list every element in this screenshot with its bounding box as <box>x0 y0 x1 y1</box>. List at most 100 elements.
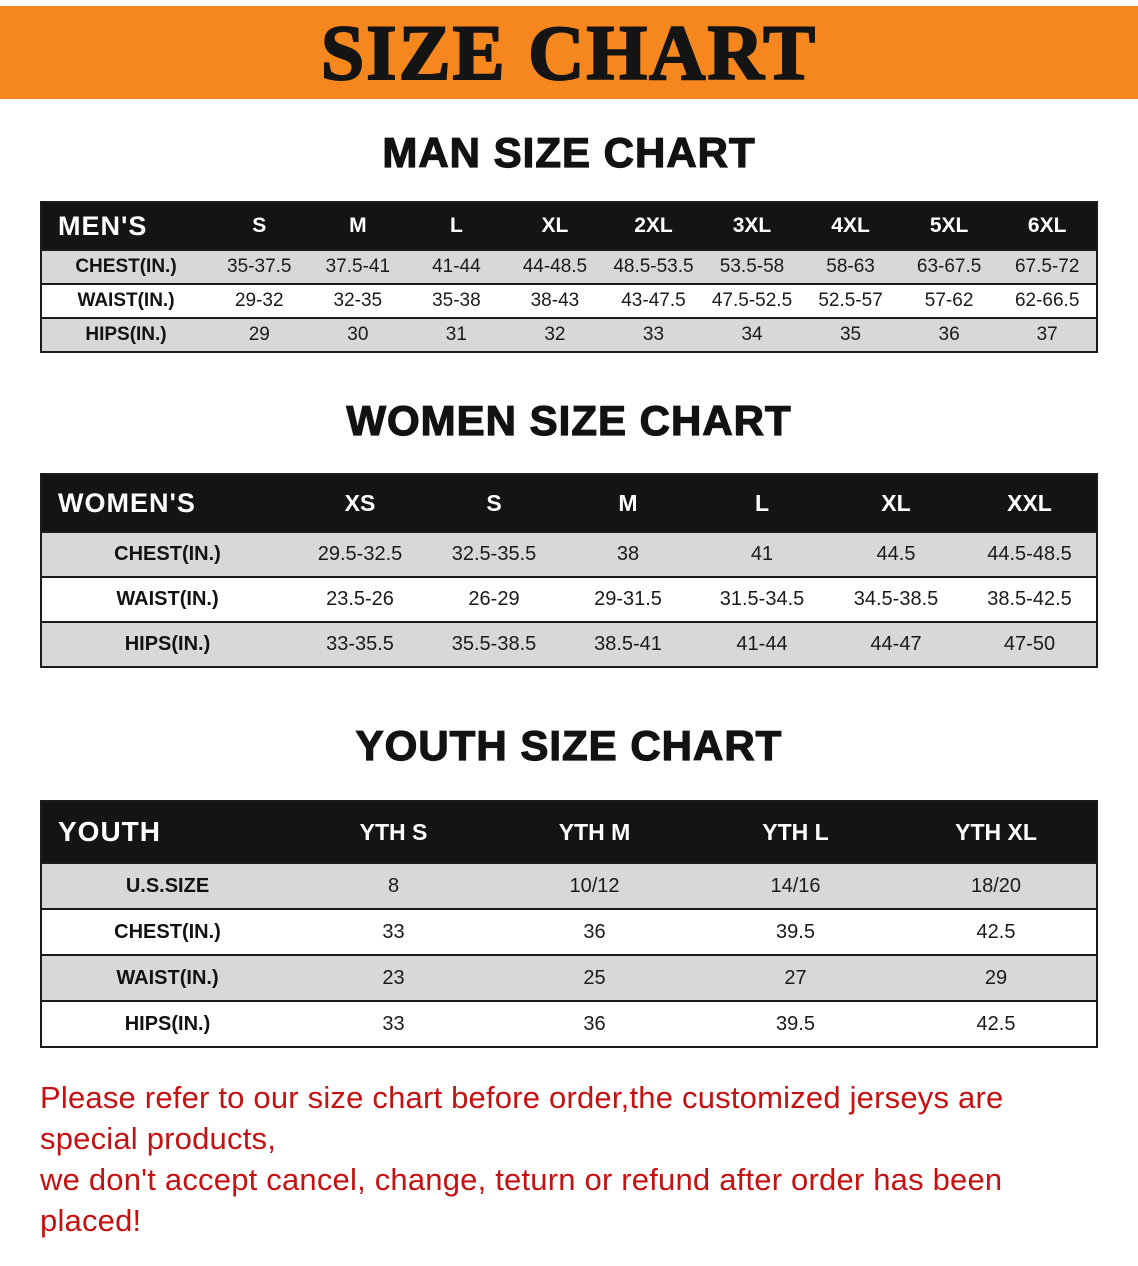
measurement-row: HIPS(IN.) 33-35.5 35.5-38.5 38.5-41 41-44 44-… <box>41 622 1097 667</box>
size-header-cell: YTH M <box>494 801 695 863</box>
value-cell: 14/16 <box>770 874 821 897</box>
row-label-cell: CHEST(IN.) <box>114 920 221 943</box>
value-cell: 33 <box>642 324 665 345</box>
value-cell: 29 <box>248 324 270 345</box>
value-cell: 29-31.5 <box>594 588 662 610</box>
value-cell: 38.5-42.5 <box>987 588 1072 610</box>
value-cell: 63-67.5 <box>916 256 982 277</box>
measurement-row: CHEST(IN.) 33 36 39.5 42.5 <box>41 909 1097 955</box>
disclaimer-line-2: we don't accept cancel, change, teturn o… <box>40 1161 1003 1238</box>
row-label-cell: WAIST(IN.) <box>116 966 219 989</box>
women-section-heading: WOMEN SIZE CHART <box>346 396 792 444</box>
disclaimer-line-1: Please refer to our size chart before or… <box>40 1080 1004 1156</box>
value-cell: 25 <box>583 966 606 989</box>
section-youth: YOUTH SIZE CHART YOUTH YTH S YTH M YTH L YTH… <box>0 721 1138 1048</box>
value-cell: 33 <box>382 920 405 943</box>
row-label-cell: HIPS(IN.) <box>85 324 167 345</box>
disclaimer: Please refer to our size chart before or… <box>40 1078 1098 1242</box>
size-header-cell: 3XL <box>702 202 802 250</box>
size-header-cell: S <box>210 202 309 250</box>
value-cell: 33 <box>382 1012 405 1035</box>
value-cell: 57-62 <box>924 290 974 311</box>
row-label-cell: U.S.SIZE <box>125 874 210 897</box>
header-row: MEN'S S M L XL 2XL 3XL 4XL 5XL 6XL <box>41 202 1097 250</box>
value-cell: 37.5-41 <box>325 256 391 277</box>
value-cell: 36 <box>938 324 960 345</box>
value-cell: 42.5 <box>976 920 1016 943</box>
size-header-cell: XS <box>293 474 427 532</box>
value-cell: 33-35.5 <box>326 633 394 655</box>
value-cell: 41-44 <box>432 256 481 277</box>
men-size-table: MEN'S S M L XL 2XL 3XL 4XL 5XL 6XL CHEST(IN.) 35-37… <box>40 201 1098 353</box>
row-label-cell: CHEST(IN.) <box>75 256 177 277</box>
size-header-cell: 5XL <box>899 202 999 250</box>
value-cell: 44-48.5 <box>522 256 588 277</box>
section-women: WOMEN SIZE CHART WOMEN'S XS S M L XL XXL CHEST(… <box>0 396 1138 668</box>
header-row: YOUTH YTH S YTH M YTH L YTH XL <box>41 801 1097 863</box>
row-label-cell: WAIST(IN.) <box>116 588 219 610</box>
size-header-cell: 4XL <box>801 202 900 250</box>
value-cell: 53.5-58 <box>719 256 785 277</box>
value-cell: 29-32 <box>234 290 284 311</box>
measurement-row: WAIST(IN.) 23.5-26 26-29 29-31.5 31.5-34.5 34… <box>41 577 1097 622</box>
value-cell: 29 <box>984 966 1008 989</box>
value-cell: 34 <box>741 324 763 345</box>
value-cell: 62-66.5 <box>1014 290 1080 311</box>
size-header-cell: M <box>561 474 695 532</box>
value-cell: 18/20 <box>970 874 1022 897</box>
size-header-cell: YTH XL <box>896 801 1097 863</box>
women-size-table: WOMEN'S XS S M L XL XXL CHEST(IN.) 29.5-32.5 32.5… <box>40 473 1098 668</box>
value-cell: 37 <box>1036 324 1058 345</box>
value-cell: 67.5-72 <box>1014 256 1080 277</box>
value-cell: 35 <box>839 324 862 345</box>
value-cell: 44-47 <box>870 633 922 655</box>
value-cell: 35.5-38.5 <box>451 633 537 655</box>
value-cell: 48.5-53.5 <box>613 256 694 277</box>
value-cell: 23.5-26 <box>326 588 394 610</box>
size-header-cell: S <box>427 474 561 532</box>
table-title-cell: YOUTH <box>41 801 293 863</box>
row-label-cell: CHEST(IN.) <box>114 543 221 565</box>
value-cell: 36 <box>583 920 606 943</box>
measurement-row: HIPS(IN.) 29 30 31 32 33 34 35 36 37 <box>41 318 1097 352</box>
value-cell: 44.5 <box>876 543 916 565</box>
value-cell: 31.5-34.5 <box>719 588 805 610</box>
measurement-row: U.S.SIZE 8 10/12 14/16 18/20 <box>41 863 1097 909</box>
measurement-row: WAIST(IN.) 29-32 32-35 35-38 38-43 43-47.5 47.… <box>41 284 1097 318</box>
value-cell: 27 <box>784 966 807 989</box>
size-header-cell: L <box>695 474 829 532</box>
value-cell: 43-47.5 <box>621 290 686 311</box>
value-cell: 29.5-32.5 <box>317 543 403 565</box>
measurement-row: CHEST(IN.) 29.5-32.5 32.5-35.5 38 41 44.5 44.5… <box>41 532 1097 577</box>
size-header-cell: L <box>407 202 506 250</box>
value-cell: 32 <box>544 324 566 345</box>
value-cell: 41 <box>750 543 774 565</box>
value-cell: 31 <box>445 324 467 345</box>
table-title-cell: WOMEN'S <box>41 474 293 532</box>
table-title-cell: MEN'S <box>41 202 210 250</box>
header-row: WOMEN'S XS S M L XL XXL <box>41 474 1097 532</box>
size-header-cell: XXL <box>963 474 1097 532</box>
value-cell: 30 <box>347 324 369 345</box>
value-cell: 42.5 <box>976 1012 1016 1035</box>
banner: SIZE CHART <box>0 6 1138 99</box>
value-cell: 39.5 <box>776 920 815 943</box>
row-label-cell: HIPS(IN.) <box>124 633 211 655</box>
size-header-cell: 2XL <box>604 202 703 250</box>
size-header-cell: YTH L <box>695 801 896 863</box>
youth-section-heading: YOUTH SIZE CHART <box>355 721 783 769</box>
section-men: MAN SIZE CHART MEN'S S M L XL 2XL 3XL 4XL 5XL 6XL… <box>0 128 1138 353</box>
measurement-row: WAIST(IN.) 23 25 27 29 <box>41 955 1097 1001</box>
row-label-cell: WAIST(IN.) <box>77 290 175 311</box>
row-label-cell: HIPS(IN.) <box>124 1012 211 1035</box>
value-cell: 32.5-35.5 <box>451 543 537 565</box>
value-cell: 52.5-57 <box>818 290 883 311</box>
value-cell: 47.5-52.5 <box>711 290 793 311</box>
size-header-cell: XL <box>829 474 963 532</box>
size-header-cell: 6XL <box>998 202 1097 250</box>
size-header-cell: YTH S <box>293 801 494 863</box>
value-cell: 32-35 <box>333 290 383 311</box>
value-cell: 34.5-38.5 <box>853 588 939 610</box>
value-cell: 38-43 <box>530 290 580 311</box>
